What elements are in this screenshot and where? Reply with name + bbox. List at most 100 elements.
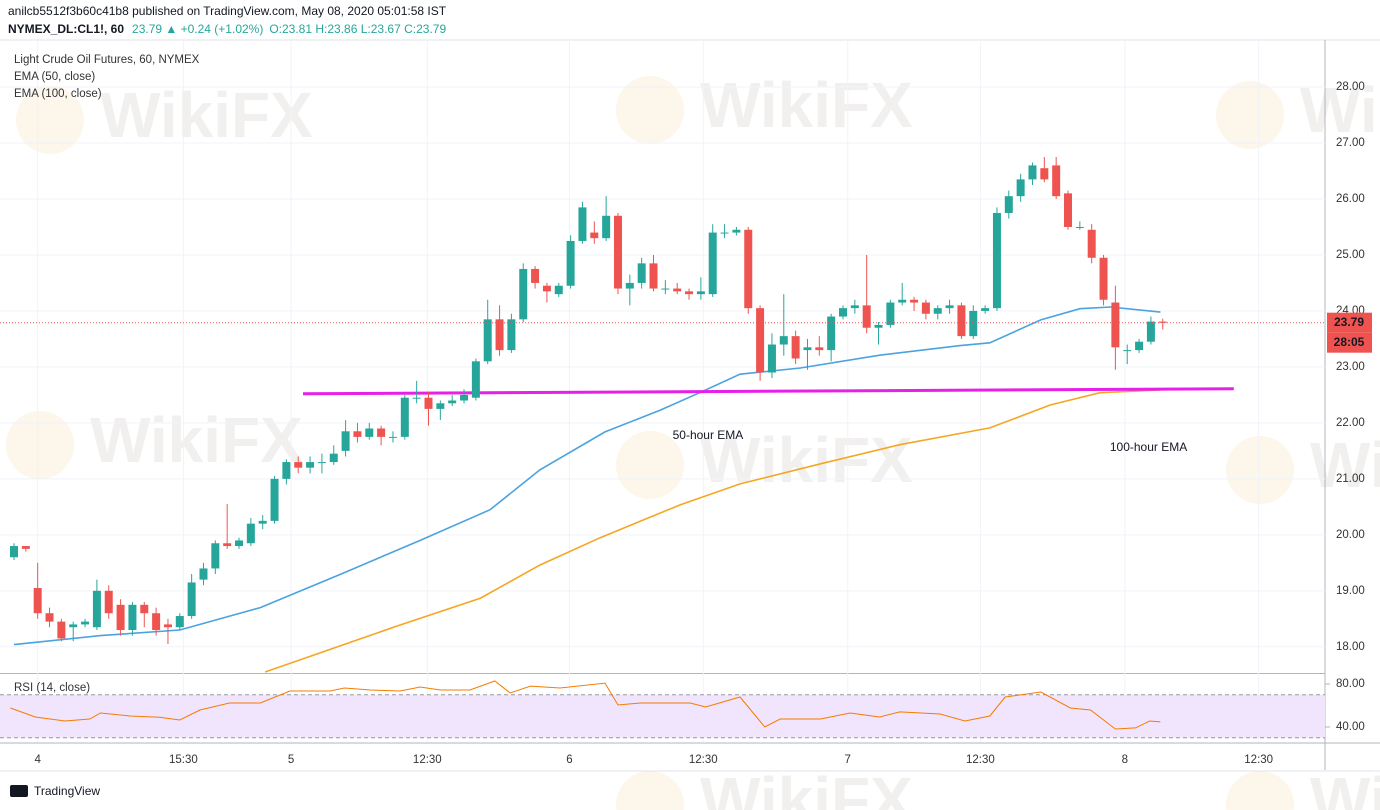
candle-body — [637, 263, 646, 283]
candle-body — [625, 282, 634, 289]
rsi-band — [0, 694, 1325, 738]
candle-body — [388, 436, 397, 438]
candle-body — [992, 212, 1001, 309]
candle-body — [460, 394, 469, 401]
watermarks: WikiFX WikiFX WikiFX WikiFX WikiFX WikiFX Wiki… — [6, 69, 1380, 810]
watermark: WikiFX — [90, 404, 303, 476]
candle-body — [10, 546, 19, 558]
candle-body — [199, 568, 208, 580]
candle-body — [81, 621, 90, 625]
grid — [0, 40, 1325, 742]
y-tick-label: 80.00 — [1336, 678, 1365, 690]
candle-body — [353, 431, 362, 437]
candle-body — [910, 299, 919, 303]
candle-body — [933, 308, 942, 314]
candle-body — [791, 336, 800, 359]
candle-body — [827, 316, 836, 351]
candle-body — [1135, 341, 1144, 351]
candle-body — [377, 428, 386, 437]
candle-body — [981, 308, 990, 311]
candle-body — [152, 613, 161, 631]
candle-body — [542, 285, 551, 292]
candle-body — [424, 397, 433, 409]
candle-body — [1146, 321, 1155, 342]
symbol: NYMEX_DL:CL1!, 60 — [8, 22, 124, 36]
candle-body — [187, 582, 196, 617]
watermark-logo — [1226, 436, 1294, 504]
candle-body — [33, 588, 42, 614]
candle-body — [175, 616, 184, 628]
x-tick-label: 8 — [1122, 754, 1128, 766]
candle-body — [21, 546, 30, 549]
watermark-logo — [1216, 81, 1284, 149]
watermark-logo — [616, 771, 684, 810]
candle-body — [495, 319, 504, 351]
candle-body — [838, 308, 847, 317]
y-tick-label: 19.00 — [1336, 585, 1365, 597]
candle-body — [1111, 302, 1120, 348]
candle-body — [507, 319, 516, 351]
x-tick-label: 5 — [288, 754, 294, 766]
x-tick-label: 15:30 — [169, 754, 198, 766]
x-tick-label: 4 — [34, 754, 41, 766]
candle-body — [708, 232, 717, 295]
plot: 50-hour EMA 100-hour EMA — [0, 156, 1325, 739]
candle-body — [104, 590, 113, 614]
candle-body — [1064, 193, 1073, 227]
candle-body — [1016, 179, 1025, 197]
candle-body — [329, 453, 338, 463]
candle-body — [886, 302, 895, 325]
candle-body — [45, 613, 54, 622]
candle-body — [744, 229, 753, 309]
watermark-logo — [16, 86, 84, 154]
candle-body — [957, 305, 966, 337]
candle-body — [862, 305, 871, 328]
countdown-label: 28:05 — [1334, 335, 1365, 349]
candle-body — [945, 305, 954, 309]
candle-body — [128, 604, 137, 631]
legend-symbol: Light Crude Oil Futures, 60, NYMEX — [14, 54, 200, 66]
watermark: WikiFX — [700, 69, 913, 141]
rsi-line — [10, 680, 1161, 730]
watermark-logo — [616, 76, 684, 144]
candle-body — [1123, 350, 1132, 352]
support-line — [302, 387, 1234, 396]
candle-body — [590, 232, 599, 239]
y-tick-label: 40.00 — [1336, 721, 1365, 733]
watermark-logo — [6, 411, 74, 479]
candle-body — [613, 215, 622, 289]
legend-ema50: EMA (50, close) — [14, 71, 95, 83]
y-tick-label: 20.00 — [1336, 529, 1365, 541]
ema-annotation: 100-hour EMA — [1110, 440, 1187, 454]
candle-body — [969, 310, 978, 337]
candle-body — [779, 336, 788, 345]
x-tick-label: 12:30 — [1244, 754, 1273, 766]
candle-body — [140, 604, 149, 614]
candle-body — [1087, 229, 1096, 258]
watermark: WikiFX — [1310, 764, 1380, 810]
candle-body — [116, 604, 125, 631]
candle-body — [163, 624, 172, 628]
x-tick-label: 12:30 — [966, 754, 995, 766]
candle-body — [554, 285, 563, 295]
watermark: WikiFX — [700, 424, 913, 496]
last-price-label: 23.79 — [1334, 315, 1364, 329]
candle-body — [767, 344, 776, 373]
y-tick-label: 28.00 — [1336, 81, 1365, 93]
watermark-logo — [616, 431, 684, 499]
candle-body — [365, 428, 374, 437]
x-tick-label: 6 — [566, 754, 572, 766]
symbol-line: NYMEX_DL:CL1!, 60 23.79 ▲ +0.24 (+1.02%) O… — [8, 22, 446, 36]
candle-body — [898, 299, 907, 303]
candle-body — [756, 308, 765, 373]
candle-body — [1075, 226, 1084, 228]
candle-body — [306, 462, 315, 468]
legend-rsi: RSI (14, close) — [14, 682, 90, 694]
candle-body — [211, 543, 220, 569]
candle-body — [223, 543, 232, 547]
ema-line — [264, 389, 1161, 673]
candle-body — [235, 540, 244, 547]
candle-body — [850, 305, 859, 309]
